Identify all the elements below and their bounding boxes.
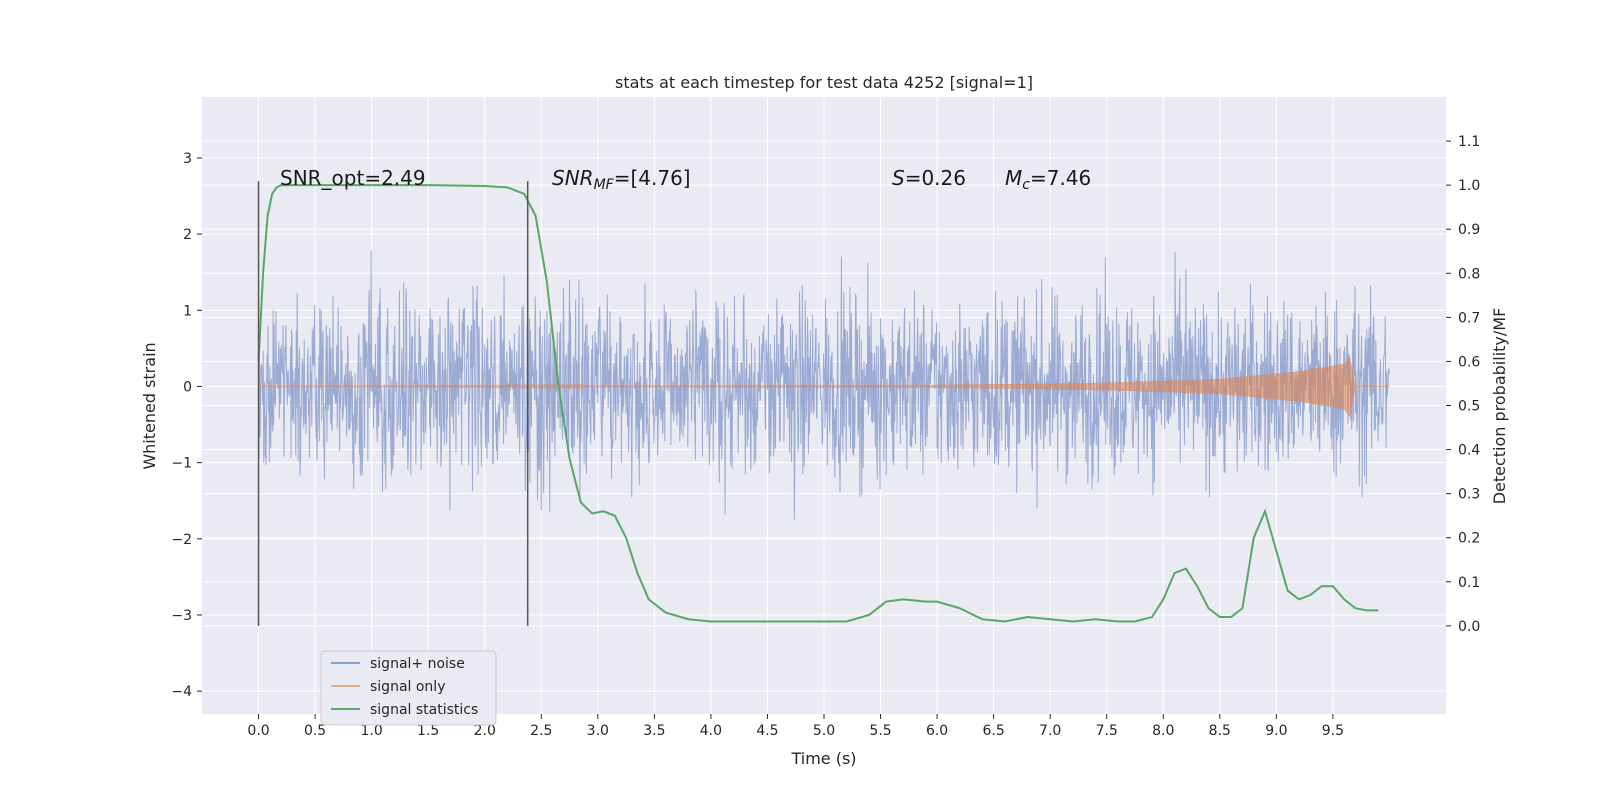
legend-label-signal-noise: signal+ noise <box>370 656 465 672</box>
x-tick-label-17: 8.5 <box>1209 723 1231 739</box>
x-tick-label-7: 3.5 <box>643 723 665 739</box>
annotation-snr-mf-sub: MF <box>594 177 615 193</box>
x-tick-label-9: 4.5 <box>756 723 778 739</box>
y-axis-label: Whitened strain <box>140 342 159 469</box>
x-tick-label-3: 1.5 <box>417 723 439 739</box>
y-right-tick-label-2: 0.2 <box>1458 531 1480 547</box>
annotation-mc-symbol: M <box>1005 166 1022 190</box>
y-tick-label-4: 0 <box>183 379 192 395</box>
annotation-snr-opt: SNR_opt=2.49 <box>280 166 426 190</box>
x-tick-label-5: 2.5 <box>530 723 552 739</box>
annotation-snr-mf-base: SNR <box>552 166 594 190</box>
legend-label-signal-statistics: signal statistics <box>370 702 478 718</box>
x-tick-label-10: 5.0 <box>813 723 835 739</box>
x-tick-label-15: 7.5 <box>1096 723 1118 739</box>
x-tick-label-14: 7.0 <box>1039 723 1061 739</box>
x-tick-label-11: 5.5 <box>869 723 891 739</box>
y-right-tick-label-3: 0.3 <box>1458 487 1480 503</box>
x-tick-label-16: 8.0 <box>1152 723 1174 739</box>
y-right-axis-label: Detection probability/MF <box>1490 308 1509 505</box>
plot-series <box>257 184 1390 623</box>
x-tick-label-8: 4.0 <box>700 723 722 739</box>
y-ticks: −4 −3 −2 −1 0 1 2 3 <box>171 151 202 700</box>
y-right-tick-label-5: 0.5 <box>1458 399 1480 415</box>
y-tick-label-0: −4 <box>171 684 192 700</box>
annotation-s: S=0.26 <box>892 166 966 190</box>
x-tick-label-6: 3.0 <box>587 723 609 739</box>
legend-label-signal-only: signal only <box>370 679 445 695</box>
x-tick-label-13: 6.5 <box>983 723 1005 739</box>
y-right-tick-label-1: 0.1 <box>1458 575 1480 591</box>
x-tick-label-4: 2.0 <box>474 723 496 739</box>
series-signal-noise <box>258 250 1390 520</box>
y-right-tick-label-0: 0.0 <box>1458 619 1480 635</box>
x-axis-label: Time (s) <box>790 749 856 768</box>
legend-box <box>320 650 497 726</box>
y-tick-label-2: −2 <box>171 532 192 548</box>
y-tick-label-7: 3 <box>183 151 192 167</box>
x-tick-label-12: 6.0 <box>926 723 948 739</box>
legend: signal+ noise signal only signal statist… <box>320 650 497 726</box>
annotation-mc-value: =7.46 <box>1030 166 1091 190</box>
annotation-snr-mf-value: =[4.76] <box>614 166 691 190</box>
x-tick-label-2: 1.0 <box>361 723 383 739</box>
chart-title: stats at each timestep for test data 425… <box>615 73 1033 92</box>
y-right-tick-label-11: 1.1 <box>1458 134 1480 150</box>
y-tick-label-5: 1 <box>183 303 192 319</box>
x-tick-label-18: 9.0 <box>1265 723 1287 739</box>
x-tick-label-0: 0.0 <box>247 723 269 739</box>
y-right-tick-label-4: 0.4 <box>1458 443 1480 459</box>
y-right-tick-label-8: 0.8 <box>1458 266 1480 282</box>
vertical-lines <box>257 181 529 626</box>
series-signal-statistics <box>257 184 1379 623</box>
x-tick-label-19: 9.5 <box>1322 723 1344 739</box>
x-tick-label-1: 0.5 <box>304 723 326 739</box>
annotation-snr-mf: SNRMF=[4.76] <box>552 166 691 193</box>
y-tick-label-3: −1 <box>171 456 192 472</box>
annotation-mc: Mc=7.46 <box>1005 166 1091 193</box>
series-signal-only <box>258 356 1390 417</box>
y-right-ticks: 0.0 0.1 0.2 0.3 0.4 0.5 0.6 0.7 0.8 0.9 1.0 1.1 <box>1446 134 1480 635</box>
y-right-tick-label-7: 0.7 <box>1458 310 1480 326</box>
x-ticks: 0.0 0.5 1.0 1.5 2.0 2.5 3.0 3.5 4.0 4.5 5.0 5.5 6.0 6… <box>247 714 1344 739</box>
y-tick-label-1: −3 <box>171 608 192 624</box>
annotation-mc-sub: c <box>1022 177 1030 193</box>
y-right-tick-label-6: 0.6 <box>1458 354 1480 370</box>
y-right-tick-label-9: 0.9 <box>1458 222 1480 238</box>
annotation-s-value: =0.26 <box>905 166 966 190</box>
annotation-s-symbol: S <box>892 166 905 190</box>
y-tick-label-6: 2 <box>183 227 192 243</box>
y-right-tick-label-10: 1.0 <box>1458 178 1480 194</box>
